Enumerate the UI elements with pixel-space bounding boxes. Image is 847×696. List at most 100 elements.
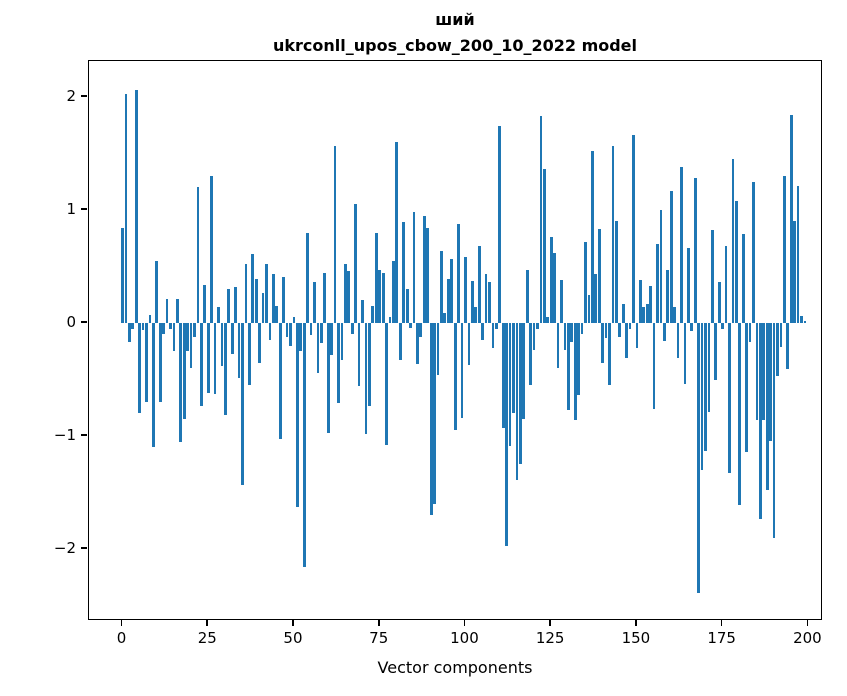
- bar-component-63: [337, 323, 340, 404]
- bar-component-99: [460, 323, 464, 418]
- bar-component-17: [179, 323, 183, 442]
- bar-component-147: [625, 323, 628, 359]
- bar-component-128: [560, 280, 563, 324]
- bar-component-54: [306, 232, 310, 324]
- bar-component-143: [611, 145, 615, 324]
- bar-component-6: [141, 323, 145, 330]
- bar-component-64: [340, 323, 344, 361]
- bar-component-0: [121, 228, 124, 324]
- bar-component-149: [632, 135, 635, 324]
- bar-component-41: [261, 292, 265, 324]
- bar-component-22: [196, 187, 200, 324]
- bar-component-187: [762, 323, 766, 421]
- bar-component-181: [741, 233, 745, 324]
- bar-component-189: [769, 323, 773, 441]
- bar-component-115: [515, 323, 519, 481]
- bar-component-56: [313, 282, 316, 324]
- x-tick-label-75: 75: [369, 629, 389, 647]
- bar-component-156: [656, 243, 659, 324]
- bar-component-25: [206, 323, 210, 394]
- bar-component-53: [302, 323, 306, 568]
- bar-component-28: [217, 307, 220, 324]
- bar-component-155: [652, 323, 656, 409]
- bar-component-100: [464, 257, 467, 324]
- x-tick-label-125: 125: [535, 629, 565, 647]
- bar-component-152: [642, 307, 646, 324]
- x-tick-mark-0: [120, 620, 123, 626]
- bar-component-137: [590, 151, 594, 324]
- bar-component-81: [398, 323, 402, 361]
- bar-component-3: [131, 323, 135, 329]
- bar-component-170: [704, 323, 707, 451]
- bar-component-168: [697, 323, 700, 594]
- bar-component-47: [282, 276, 286, 324]
- bar-component-169: [700, 323, 704, 470]
- bar-component-123: [542, 169, 546, 324]
- bar-component-36: [244, 264, 248, 324]
- bar-component-166: [690, 323, 694, 331]
- bar-component-26: [210, 176, 214, 324]
- bar-component-184: [752, 181, 755, 324]
- bar-component-129: [563, 323, 567, 351]
- bar-component-43: [268, 323, 272, 340]
- x-tick-label-150: 150: [621, 629, 651, 647]
- bar-component-46: [278, 323, 282, 440]
- x-tick-mark-100: [463, 620, 466, 626]
- bar-component-7: [145, 323, 148, 403]
- x-tick-label-100: 100: [450, 629, 479, 647]
- bar-component-174: [717, 282, 721, 324]
- bar-component-4: [134, 90, 138, 324]
- bar-component-130: [566, 323, 570, 411]
- bar-component-118: [525, 269, 529, 324]
- bar-component-104: [477, 246, 481, 324]
- bar-component-39: [254, 278, 258, 324]
- bar-component-171: [707, 323, 711, 413]
- bar-component-94: [443, 312, 447, 324]
- bar-component-83: [405, 289, 409, 324]
- bar-component-135: [584, 241, 587, 324]
- bar-component-186: [759, 323, 762, 519]
- bar-component-20: [189, 323, 193, 369]
- bar-component-52: [299, 323, 303, 352]
- bar-component-160: [669, 190, 673, 324]
- bar-component-106: [484, 274, 488, 324]
- bar-component-107: [488, 282, 491, 324]
- bar-component-48: [285, 323, 289, 337]
- y-tick-label-0: 0: [66, 313, 76, 332]
- bar-component-176: [724, 246, 728, 324]
- x-tick-label-200: 200: [793, 629, 822, 647]
- bar-component-109: [494, 323, 498, 329]
- bar-component-180: [738, 323, 742, 505]
- bar-component-127: [556, 323, 560, 369]
- y-tick-mark-−2: [81, 547, 87, 549]
- bar-component-153: [645, 303, 649, 324]
- bar-component-93: [440, 250, 443, 324]
- x-tick-label-50: 50: [283, 629, 303, 647]
- bar-component-8: [148, 315, 152, 324]
- bar-component-131: [570, 323, 574, 343]
- bar-component-74: [374, 232, 378, 324]
- bar-component-101: [467, 323, 471, 365]
- bar-component-61: [330, 323, 334, 355]
- bar-component-42: [265, 264, 268, 324]
- x-tick-label-25: 25: [197, 629, 217, 647]
- x-axis-label: Vector components: [377, 658, 533, 677]
- bar-component-29: [220, 323, 224, 366]
- bar-component-144: [614, 221, 618, 324]
- bar-component-138: [594, 274, 598, 324]
- bar-component-84: [409, 323, 412, 328]
- bar-component-178: [731, 159, 735, 324]
- bar-component-195: [789, 115, 793, 324]
- bar-component-66: [347, 271, 351, 324]
- bar-component-116: [518, 323, 522, 465]
- bar-component-163: [680, 167, 683, 324]
- bar-component-134: [580, 323, 584, 335]
- x-tick-mark-150: [635, 620, 637, 626]
- bar-component-86: [416, 323, 419, 364]
- bar-component-9: [151, 323, 155, 448]
- bar-component-89: [426, 228, 430, 324]
- bar-component-113: [508, 323, 512, 447]
- bar-component-76: [381, 273, 385, 324]
- bar-component-142: [608, 323, 611, 386]
- bar-component-136: [587, 294, 591, 324]
